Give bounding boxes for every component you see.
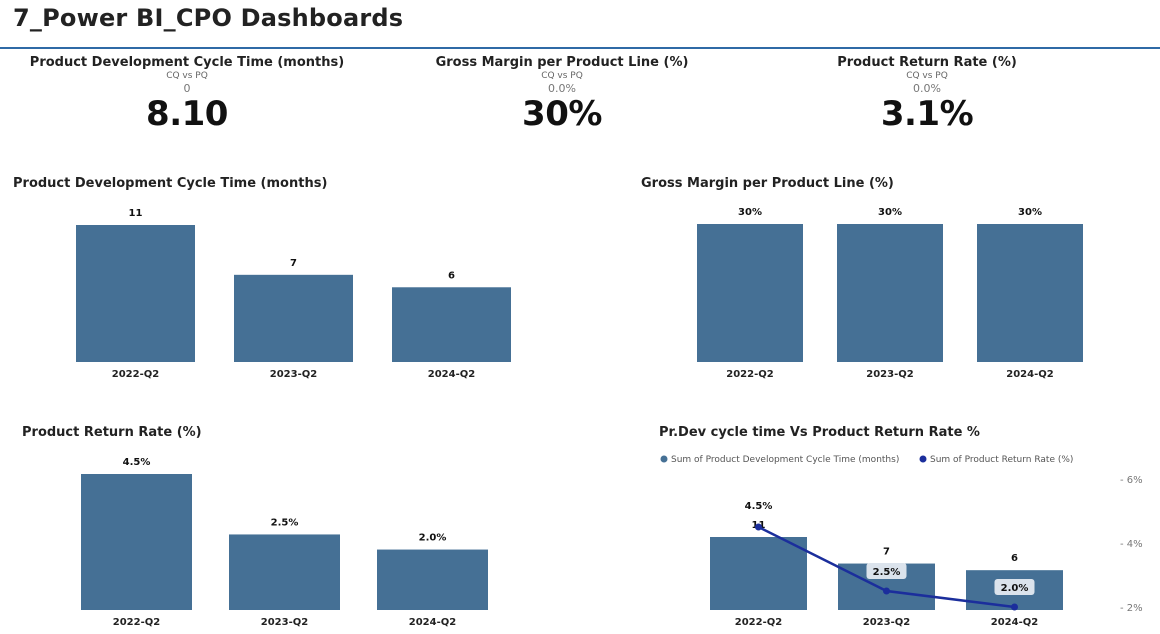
kpi-card-cycle-time[interactable]: Product Development Cycle Time (months) … <box>17 55 357 133</box>
data-label: 11 <box>129 208 143 219</box>
bar <box>76 225 195 362</box>
line-point <box>755 523 762 531</box>
chart-title-cycle-time: Product Development Cycle Time (months) <box>13 176 328 191</box>
chart-return-rate[interactable]: 4.5% 2022-Q2 2.5% 2023-Q2 2.0% 2024-Q2 <box>0 445 560 634</box>
chart-title-gross-margin: Gross Margin per Product Line (%) <box>641 176 894 191</box>
x-tick-label: 2023-Q2 <box>261 617 308 628</box>
x-tick-label: 2022-Q2 <box>113 617 160 628</box>
bar <box>697 224 803 362</box>
line-data-label: 4.5% <box>745 501 773 512</box>
line-data-label-bg <box>994 579 1035 595</box>
y-axis-tick-label: - 2% <box>1120 603 1143 614</box>
x-tick-label: 2024-Q2 <box>991 617 1038 628</box>
kpi-title: Product Development Cycle Time (months) <box>29 55 345 70</box>
data-label: 6 <box>448 270 455 281</box>
bar <box>229 534 340 610</box>
data-label: 7 <box>290 258 297 269</box>
kpi-delta: 0.0% <box>913 82 941 95</box>
x-tick-label: 2024-Q2 <box>428 369 475 380</box>
data-label: 4.5% <box>123 457 151 468</box>
bar-data-label: 7 <box>883 547 890 558</box>
x-tick-label: 2023-Q2 <box>866 369 913 380</box>
data-label: 2.5% <box>271 517 299 528</box>
kpi-title: Product Return Rate (%) <box>837 55 1017 70</box>
page-title: 7_Power BI_CPO Dashboards <box>13 4 404 32</box>
chart-cycle-time[interactable]: 11 2022-Q2 7 2023-Q2 6 2024-Q2 <box>0 195 560 385</box>
data-label: 30% <box>738 207 762 218</box>
legend-label-cycle-time: Sum of Product Development Cycle Time (m… <box>671 455 899 465</box>
x-tick-label: 2023-Q2 <box>863 617 910 628</box>
bar <box>81 474 192 610</box>
bar-data-label: 6 <box>1011 553 1018 564</box>
x-tick-label: 2022-Q2 <box>726 369 773 380</box>
kpi-title: Gross Margin per Product Line (%) <box>435 55 689 70</box>
data-label: 30% <box>1018 207 1042 218</box>
kpi-card-return-rate[interactable]: Product Return Rate (%) CQ vs PQ 0.0% 3.… <box>757 55 1097 133</box>
title-divider <box>0 47 1160 49</box>
x-tick-label: 2022-Q2 <box>112 369 159 380</box>
chart-title-combo: Pr.Dev cycle time Vs Product Return Rate… <box>659 425 980 440</box>
legend-marker-return-rate <box>919 455 927 463</box>
y-axis-tick-label: - 4% <box>1120 539 1143 550</box>
y-axis-tick-label: - 6% <box>1120 475 1143 486</box>
legend-label-return-rate: Sum of Product Return Rate (%) <box>930 455 1073 465</box>
line-data-label-bg <box>866 563 907 579</box>
chart-gross-margin[interactable]: 30% 2022-Q2 30% 2023-Q2 30% 2024-Q2 <box>600 195 1160 385</box>
line-point <box>883 587 890 595</box>
data-label: 30% <box>878 207 902 218</box>
chart-combo[interactable]: Sum of Product Development Cycle Time (m… <box>600 445 1160 634</box>
x-tick-label: 2024-Q2 <box>1006 369 1053 380</box>
line-point <box>1011 603 1018 611</box>
bar <box>977 224 1083 362</box>
kpi-card-gross-margin[interactable]: Gross Margin per Product Line (%) CQ vs … <box>392 55 732 133</box>
kpi-subtitle: CQ vs PQ <box>541 71 583 81</box>
kpi-delta: 0.0% <box>548 82 576 95</box>
kpi-value: 8.10 <box>146 94 228 134</box>
bar <box>377 549 488 610</box>
bar <box>234 274 353 362</box>
x-tick-label: 2023-Q2 <box>270 369 317 380</box>
data-label: 2.0% <box>419 533 447 544</box>
line-data-label: 2.0% <box>1001 583 1029 594</box>
chart-title-return-rate: Product Return Rate (%) <box>22 425 202 440</box>
kpi-subtitle: CQ vs PQ <box>166 71 208 81</box>
kpi-subtitle: CQ vs PQ <box>906 71 948 81</box>
kpi-value: 3.1% <box>880 94 974 134</box>
x-tick-label: 2022-Q2 <box>735 617 782 628</box>
kpi-value: 30% <box>522 94 602 134</box>
legend-marker-cycle-time <box>660 455 668 463</box>
kpi-delta: 0 <box>183 82 191 95</box>
bar <box>710 537 807 610</box>
bar <box>837 224 943 362</box>
bar <box>392 287 511 362</box>
x-tick-label: 2024-Q2 <box>409 617 456 628</box>
line-data-label: 2.5% <box>873 567 901 578</box>
